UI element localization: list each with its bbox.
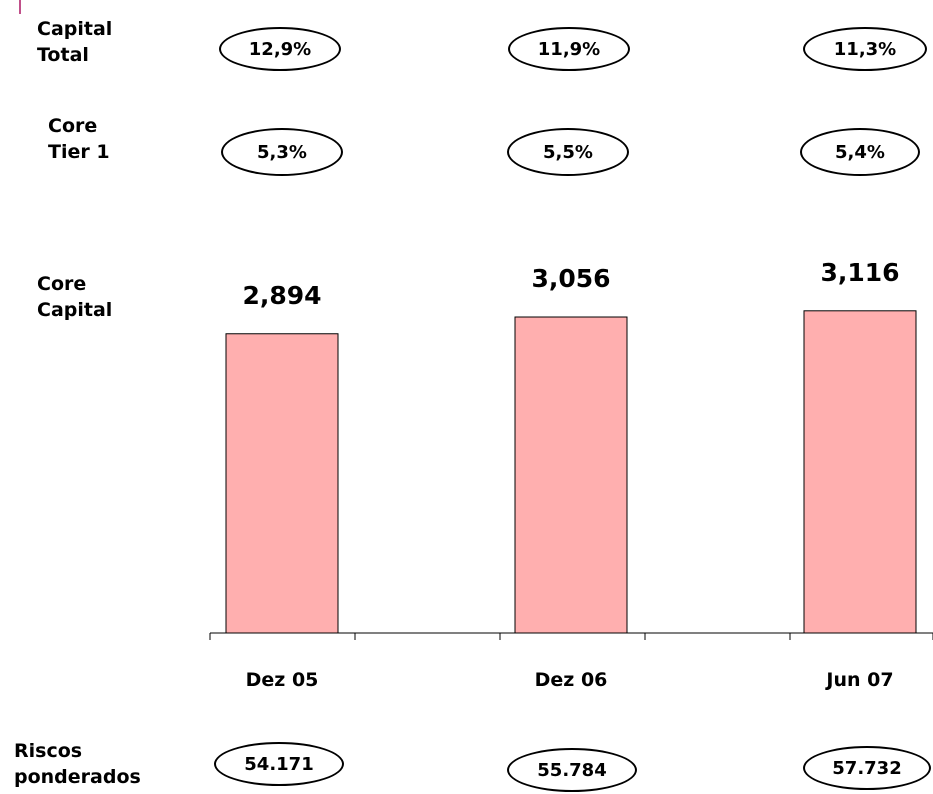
capital-total-pill-jun07: 11,3% xyxy=(803,27,927,71)
bar-value-label: 3,056 xyxy=(531,264,610,293)
riscos-pill-dez05: 54.171 xyxy=(214,742,344,786)
bar-dez-05 xyxy=(225,333,339,634)
bar-dez-06 xyxy=(514,316,628,634)
x-tick-label: Jun 07 xyxy=(824,669,893,691)
riscos-pill-jun07: 57.732 xyxy=(803,746,931,790)
core-tier1-pill-dez05: 5,3% xyxy=(221,128,343,176)
capital-total-pill-dez06: 11,9% xyxy=(508,27,630,71)
riscos-ponderados-label: Riscos ponderados xyxy=(14,740,141,788)
bar-jun-07 xyxy=(803,310,917,634)
bar-value-label: 3,116 xyxy=(820,258,899,287)
accent-line xyxy=(19,0,21,14)
riscos-pill-dez06: 55.784 xyxy=(507,748,637,792)
core-tier1-pill-jun07: 5,4% xyxy=(800,128,920,176)
x-tick-label: Dez 06 xyxy=(535,669,608,691)
core-capital-label: Core Capital xyxy=(37,273,113,321)
x-tick-label: Dez 05 xyxy=(246,669,319,691)
capital-total-label: Capital Total xyxy=(37,18,113,66)
core-tier1-pill-dez06: 5,5% xyxy=(507,128,629,176)
capital-total-pill-dez05: 12,9% xyxy=(219,27,341,71)
core-tier1-label: Core Tier 1 xyxy=(48,115,110,163)
bar-value-label: 2,894 xyxy=(242,281,321,310)
